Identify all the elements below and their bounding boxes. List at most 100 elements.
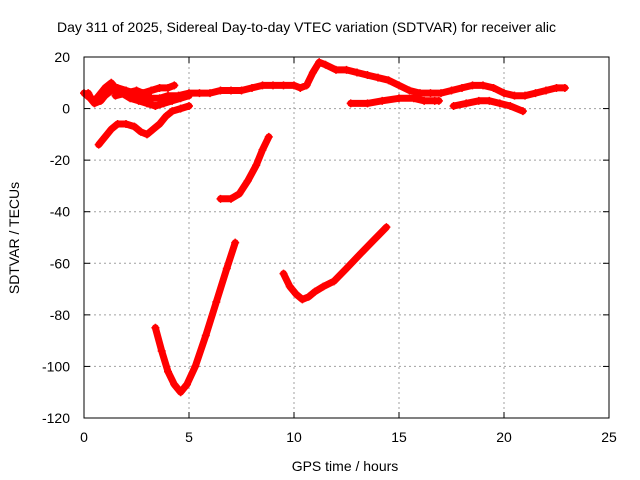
data-point-marker: [113, 120, 122, 129]
data-point-marker: [329, 277, 338, 286]
data-point-marker: [489, 83, 498, 92]
data-point-marker: [176, 104, 185, 113]
data-point-marker: [308, 68, 317, 77]
data-point-marker: [449, 101, 458, 110]
x-tick-label: 25: [601, 429, 617, 445]
data-series: [216, 132, 273, 203]
data-point-marker: [155, 83, 164, 92]
data-series: [94, 101, 193, 149]
data-point-marker: [185, 101, 193, 110]
data-point-marker: [369, 236, 378, 245]
series-trace: [80, 58, 569, 107]
data-point-marker: [191, 362, 200, 371]
data-point-marker: [138, 89, 147, 98]
data-point-marker: [243, 176, 252, 185]
data-point-marker: [212, 297, 221, 306]
data-series-layer: [80, 58, 569, 397]
data-point-marker: [420, 96, 429, 105]
plot-frame: [83, 56, 610, 419]
data-point-marker: [164, 367, 172, 376]
data-point-marker: [84, 89, 93, 98]
data-point-marker: [161, 112, 170, 121]
data-point-marker: [447, 86, 456, 95]
series-trace: [95, 102, 193, 149]
x-tick-label: 5: [185, 429, 193, 445]
data-point-marker: [264, 132, 273, 141]
x-tick-label: 15: [391, 429, 407, 445]
data-point-marker: [101, 132, 109, 141]
data-point-marker: [279, 269, 288, 278]
data-point-marker: [107, 125, 116, 134]
data-point-marker: [426, 89, 435, 98]
chart-title: Day 311 of 2025, Sidereal Day-to-day VTE…: [57, 19, 556, 35]
data-point-marker: [495, 99, 504, 108]
data-point-marker: [248, 83, 256, 92]
data-point-marker: [143, 130, 151, 139]
data-point-marker: [157, 346, 166, 355]
data-point-marker: [149, 125, 158, 134]
data-point-marker: [235, 189, 244, 198]
data-point-marker: [292, 290, 301, 299]
data-point-marker: [182, 380, 191, 389]
data-point-marker: [296, 83, 305, 92]
data-point-marker: [136, 127, 145, 136]
data-point-marker: [164, 91, 172, 100]
data-series: [346, 94, 443, 108]
data-point-marker: [269, 81, 277, 90]
data-point-marker: [111, 83, 120, 92]
data-point-marker: [122, 120, 130, 129]
series-trace: [280, 223, 390, 303]
data-point-marker: [258, 145, 267, 154]
data-point-marker: [434, 96, 443, 105]
data-point-marker: [132, 86, 141, 95]
data-point-marker: [185, 91, 193, 100]
data-point-marker: [258, 81, 267, 90]
data-point-marker: [164, 83, 172, 92]
data-point-marker: [94, 140, 103, 149]
data-point-marker: [279, 81, 288, 90]
data-series: [449, 96, 527, 116]
data-point-marker: [168, 96, 177, 105]
data-point-marker: [474, 96, 483, 105]
grid-lines: [84, 57, 609, 418]
data-point-marker: [342, 65, 351, 74]
data-point-marker: [363, 99, 372, 108]
data-point-marker: [321, 60, 330, 69]
data-point-marker: [405, 86, 414, 95]
data-point-marker: [92, 94, 101, 103]
y-tick-label: -120: [42, 410, 70, 426]
data-point-marker: [518, 107, 527, 116]
y-tick-label: -80: [50, 307, 70, 323]
data-point-marker: [101, 83, 109, 92]
data-point-marker: [462, 99, 471, 108]
x-tick-label: 10: [286, 429, 302, 445]
data-point-marker: [111, 91, 120, 100]
data-point-marker: [285, 282, 294, 291]
data-point-marker: [378, 96, 387, 105]
y-tick-label: -20: [50, 152, 70, 168]
data-point-marker: [485, 96, 494, 105]
data-point-marker: [130, 122, 139, 131]
data-point-marker: [159, 99, 168, 108]
data-point-marker: [319, 282, 328, 291]
data-point-marker: [170, 81, 179, 90]
data-point-marker: [155, 120, 164, 129]
data-point-marker: [227, 86, 235, 95]
data-point-marker: [252, 161, 261, 170]
data-point-marker: [304, 292, 313, 301]
data-point-marker: [290, 81, 298, 90]
data-point-marker: [468, 81, 477, 90]
data-point-marker: [122, 89, 130, 98]
data-point-marker: [353, 68, 361, 77]
data-point-marker: [237, 86, 246, 95]
y-tick-label: 20: [54, 49, 70, 65]
y-tick-label: -100: [42, 358, 70, 374]
data-series: [151, 238, 240, 397]
data-point-marker: [195, 89, 204, 98]
data-point-marker: [151, 101, 160, 110]
data-point-marker: [222, 264, 231, 273]
data-point-marker: [374, 73, 382, 82]
data-point-marker: [298, 295, 307, 304]
data-point-marker: [311, 287, 319, 296]
